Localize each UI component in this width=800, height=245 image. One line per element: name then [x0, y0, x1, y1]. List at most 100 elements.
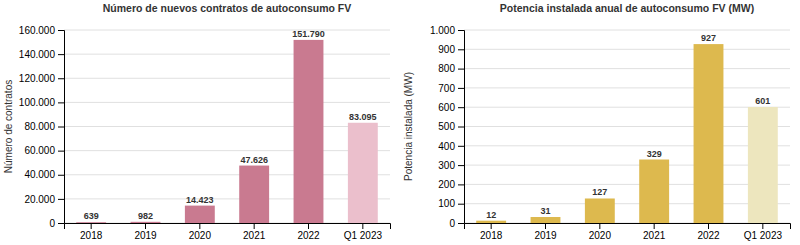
tick: 2020 — [589, 223, 612, 241]
grid-line — [64, 174, 390, 175]
tick: 2022 — [297, 223, 320, 241]
grid-line — [64, 126, 390, 127]
data-label: 31 — [540, 206, 550, 216]
tick: 0 — [49, 218, 64, 229]
x-axis: 20182019202020212022Q1 2023 — [465, 223, 791, 241]
bar — [239, 166, 269, 223]
tick: 200 — [438, 179, 464, 190]
tick-label: 100 — [438, 198, 455, 209]
title: Potencia instalada anual de autoconsumo … — [500, 2, 754, 14]
tick: 400 — [438, 141, 464, 152]
tick-mark — [708, 223, 709, 229]
tick-mark — [762, 223, 763, 229]
tick: 2020 — [189, 223, 212, 241]
data-label: 639 — [84, 211, 99, 221]
tick: 80.000 — [24, 121, 64, 132]
data-label: 927 — [701, 33, 716, 43]
tick-mark — [199, 223, 200, 229]
grid-line — [464, 68, 790, 69]
grid-line — [64, 78, 390, 79]
tick: 800 — [438, 63, 464, 74]
tick-mark — [145, 223, 146, 229]
grid-line — [64, 150, 390, 151]
axis-title: Potencia instalada (MW) — [403, 72, 414, 181]
tick-label: 2020 — [589, 230, 612, 241]
data-label: 982 — [138, 211, 153, 221]
tick-label: 200 — [438, 179, 455, 190]
tick-label: 2022 — [697, 230, 720, 241]
tick: 140.000 — [19, 49, 64, 60]
bar — [476, 221, 506, 223]
tick: 2018 — [80, 223, 103, 241]
tick-mark — [599, 223, 600, 229]
grid-line — [464, 87, 790, 88]
tick-label: 500 — [438, 121, 455, 132]
tick-label: 0 — [449, 218, 455, 229]
tick-mark — [362, 223, 363, 229]
tick-label: 2022 — [297, 230, 320, 241]
tick-mark — [58, 175, 64, 176]
tick: 1.000 — [430, 25, 464, 36]
grid-line — [64, 102, 390, 103]
tick-mark — [58, 151, 64, 152]
tick-mark — [58, 199, 64, 200]
tick-label: 700 — [438, 83, 455, 94]
tick-label: 800 — [438, 63, 455, 74]
tick-label: 140.000 — [19, 49, 56, 60]
tick-mark — [58, 102, 64, 103]
tick-mark — [254, 223, 255, 229]
tick-label: 2018 — [80, 230, 103, 241]
grid-line — [464, 107, 790, 108]
tick-mark — [458, 184, 464, 185]
tick-label: 20.000 — [24, 194, 55, 205]
tick: 160.000 — [19, 25, 64, 36]
tick-mark — [458, 107, 464, 108]
data-labels: 1231127329927601 — [486, 33, 770, 220]
tick-mark — [58, 54, 64, 55]
data-label: 151.790 — [292, 29, 325, 39]
tick-label: 40.000 — [24, 169, 55, 180]
tick: 100 — [438, 198, 464, 209]
tick-label: 2019 — [534, 230, 557, 241]
tick-mark — [654, 223, 655, 229]
grid-line — [464, 145, 790, 146]
tick: 300 — [438, 160, 464, 171]
grid-line — [64, 54, 390, 55]
tick: 2022 — [697, 223, 720, 241]
bar — [585, 198, 615, 223]
bar — [348, 123, 378, 223]
tick: 2019 — [134, 223, 157, 241]
grid-line — [64, 198, 390, 199]
tick: 0 — [449, 218, 464, 229]
tick-mark — [545, 223, 546, 229]
tick-label: 120.000 — [19, 73, 56, 84]
data-label: 601 — [755, 96, 770, 106]
tick: 700 — [438, 83, 464, 94]
bar — [694, 44, 724, 223]
tick-label: 300 — [438, 160, 455, 171]
bar — [76, 222, 106, 223]
tick-mark — [58, 127, 64, 128]
tick-mark — [458, 69, 464, 70]
tick-mark — [458, 204, 464, 205]
data-labels: 63998214.42347.626151.79083.095 — [84, 29, 377, 221]
tick-mark — [91, 223, 92, 229]
panel: 020.00040.00060.00080.000100.000120.0001… — [3, 2, 391, 241]
tick-mark — [458, 223, 464, 224]
tick-mark — [458, 165, 464, 166]
bars — [476, 44, 778, 223]
tick: 2021 — [243, 223, 266, 241]
axis-line — [65, 224, 391, 230]
data-label: 127 — [592, 187, 607, 197]
data-label: 83.095 — [349, 112, 377, 122]
tick: 900 — [438, 44, 464, 55]
tick: 60.000 — [24, 145, 64, 156]
tick-label: 80.000 — [24, 121, 55, 132]
grid-line — [464, 30, 790, 31]
tick-label: 2019 — [134, 230, 157, 241]
tick-label: 900 — [438, 44, 455, 55]
tick: 2019 — [534, 223, 557, 241]
tick-mark — [458, 146, 464, 147]
tick: Q1 2023 — [744, 223, 783, 241]
tick: Q1 2023 — [344, 223, 383, 241]
